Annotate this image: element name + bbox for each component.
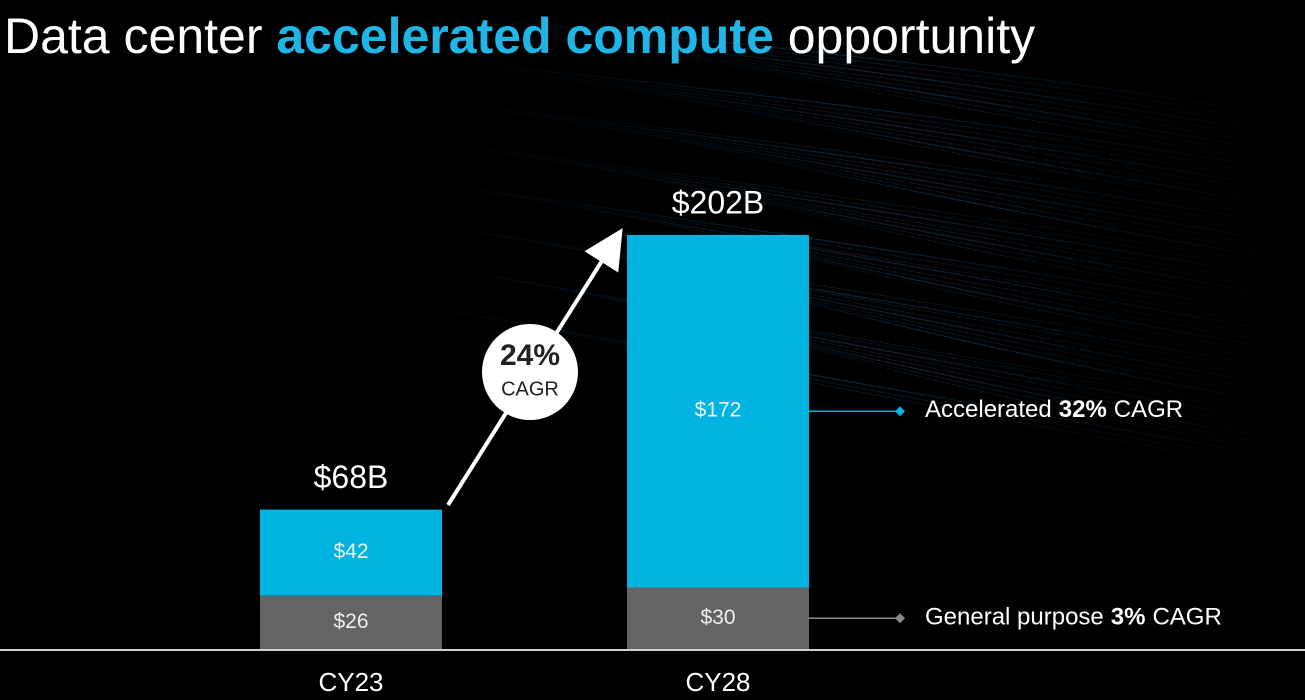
- streak: [460, 24, 1305, 139]
- total-label: $202B: [672, 184, 765, 220]
- value-label: $26: [333, 610, 368, 633]
- streak: [571, 39, 1305, 157]
- value-label: $172: [695, 399, 742, 422]
- x-tick-label: CY28: [685, 667, 750, 697]
- legend-cagr: 3%: [1111, 604, 1146, 631]
- legend-cagr-label: CAGR: [1152, 604, 1221, 631]
- streak: [497, 29, 1305, 145]
- streak: [489, 109, 1305, 241]
- streak: [432, 304, 1305, 475]
- streak: [456, 64, 1305, 187]
- chart-title: Data center accelerated compute opportun…: [4, 8, 1035, 64]
- title-part: accelerated compute: [276, 8, 773, 64]
- streak: [555, 199, 1305, 349]
- streak: [374, 134, 1305, 271]
- streak: [641, 89, 1305, 217]
- streak: [629, 209, 1305, 361]
- bar-segment: [260, 595, 442, 649]
- streak: [415, 99, 1305, 229]
- streak: [518, 194, 1305, 343]
- streak: [382, 54, 1305, 175]
- streak: [419, 59, 1305, 181]
- legend-cagr-label: CAGR: [1114, 397, 1183, 424]
- streak: [448, 144, 1305, 283]
- bar-segment: [627, 587, 809, 649]
- bar-segment: [627, 234, 809, 588]
- streak: [604, 84, 1305, 211]
- cagr-label: CAGR: [501, 378, 559, 400]
- value-label: $30: [700, 606, 735, 629]
- streak: [473, 269, 1305, 433]
- legend-entry: General purpose 3% CAGR: [925, 604, 1222, 631]
- streak: [436, 264, 1305, 427]
- streak: [386, 14, 1305, 127]
- streak: [493, 69, 1305, 193]
- cagr-badge: [482, 324, 578, 420]
- x-tick-label: CY23: [318, 667, 383, 697]
- legend-marker: [895, 613, 905, 624]
- legend-entry: Accelerated 32% CAGR: [925, 397, 1183, 424]
- title-part: opportunity: [774, 8, 1035, 64]
- streak: [510, 274, 1305, 439]
- streak: [514, 234, 1305, 391]
- legend-cagr: 32%: [1059, 397, 1107, 424]
- streak: [423, 19, 1305, 133]
- streak: [378, 94, 1305, 223]
- streak: [633, 169, 1305, 313]
- streak: [600, 124, 1305, 259]
- streak: [452, 104, 1305, 235]
- streak: [645, 49, 1305, 169]
- streak: [596, 164, 1305, 307]
- title-part: Data center: [4, 8, 276, 64]
- legend-name: Accelerated: [925, 397, 1052, 424]
- legend-name: General purpose: [925, 604, 1104, 631]
- streak: [370, 174, 1305, 319]
- streak: [411, 139, 1305, 277]
- streak: [526, 114, 1305, 247]
- bar-segment: [260, 509, 442, 596]
- streak: [534, 34, 1305, 151]
- total-label: $68B: [314, 459, 389, 495]
- streak: [637, 129, 1305, 265]
- value-label: $42: [333, 540, 368, 563]
- cagr-value: 24%: [500, 339, 560, 372]
- legend-marker: [895, 406, 905, 417]
- streak: [592, 204, 1305, 355]
- streak: [349, 9, 1305, 121]
- streak: [559, 159, 1305, 301]
